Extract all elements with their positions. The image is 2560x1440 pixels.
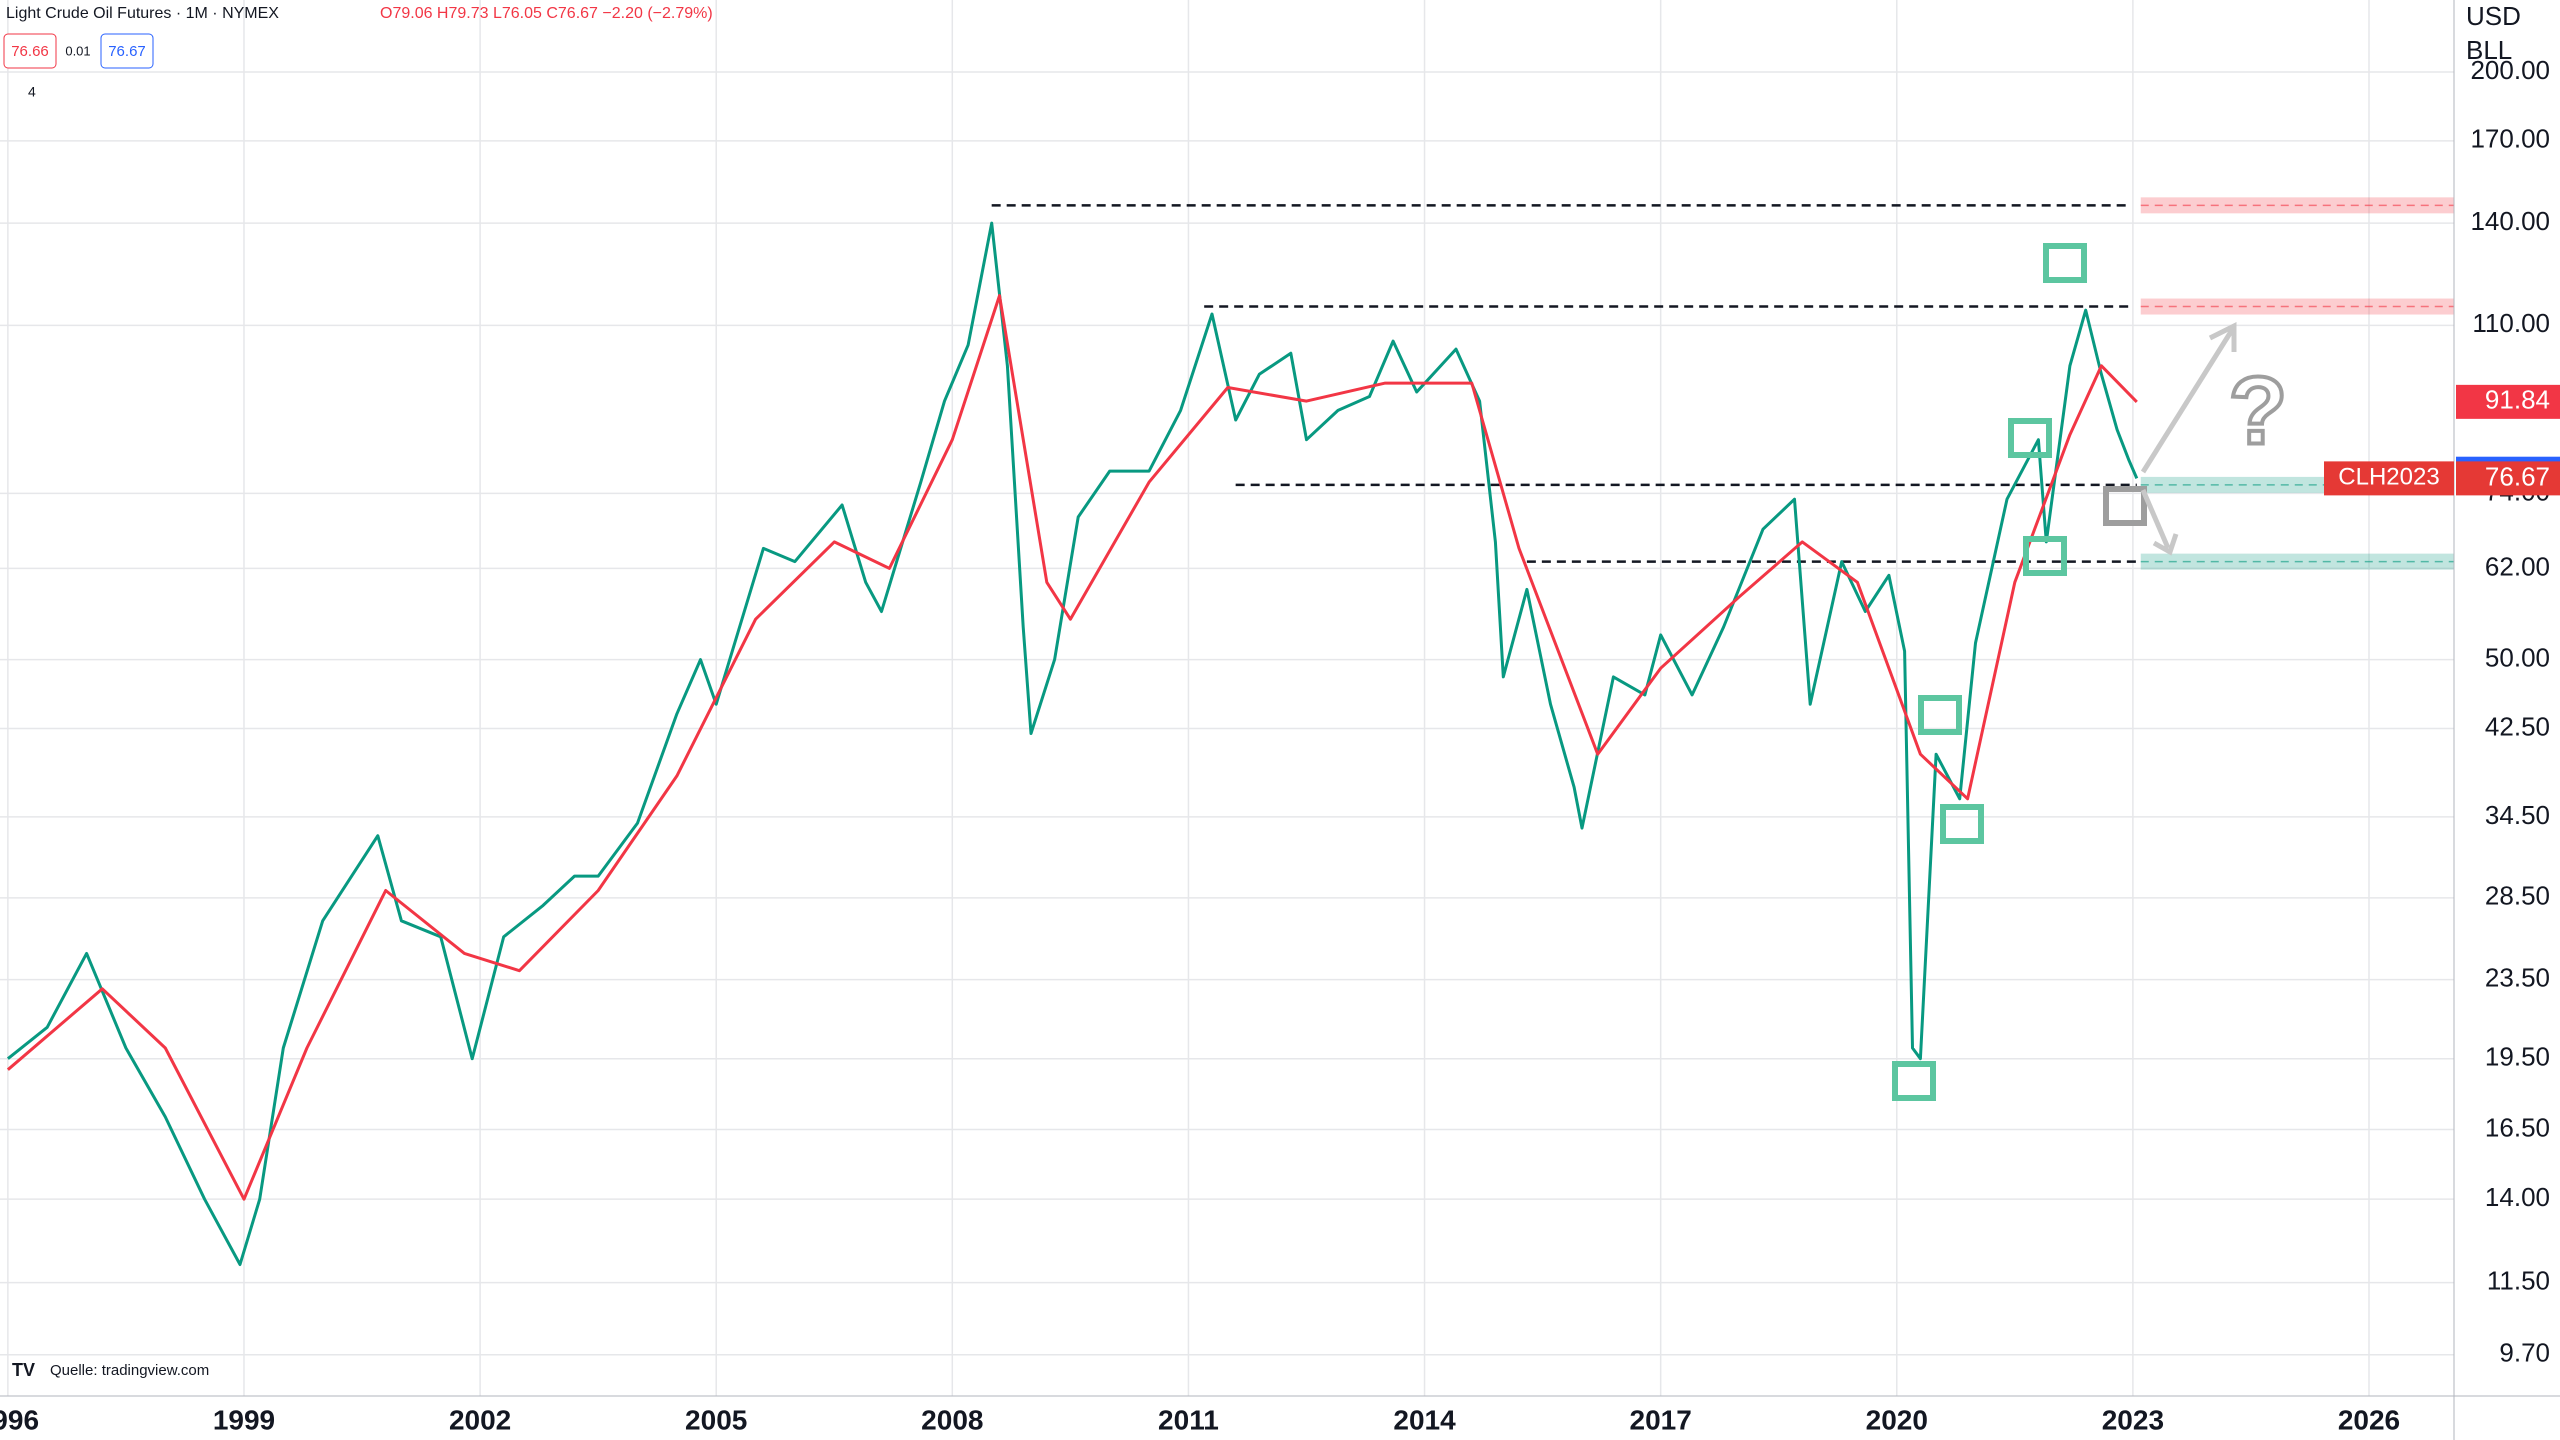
highlights [1892, 243, 2147, 1101]
y-tick-label: 110.00 [2472, 308, 2550, 338]
highlight-box [1892, 1061, 1936, 1101]
arrow [2140, 489, 2171, 549]
price-line [6, 294, 2138, 1201]
bid-box[interactable] [3, 33, 57, 69]
plot [6, 197, 2454, 1266]
price-line [6, 221, 2139, 1266]
y-tick-label: 28.50 [2485, 881, 2550, 911]
price-axis [2454, 0, 2560, 1440]
x-tick-label: 2017 [1630, 1404, 1692, 1435]
y-tick-label: 140.00 [2470, 206, 2550, 236]
annotation: ? [2229, 357, 2288, 464]
x-tick-label: 1999 [213, 1404, 275, 1435]
y-tick-label: 62.00 [2485, 551, 2550, 581]
y-tick-label: 16.50 [2485, 1112, 2550, 1142]
y-tick-label: 42.50 [2485, 711, 2550, 741]
y-tick-label: 19.50 [2485, 1042, 2550, 1072]
ohlc-values: O79.06 H79.73 L76.05 C76.67 −2.20 (−2.79… [380, 5, 713, 22]
y-tick-label: 200.00 [2470, 55, 2550, 85]
y-tick-label: 50.00 [2485, 642, 2550, 672]
price-tag-label: 91.84 [2485, 385, 2550, 415]
logo: TV [12, 1360, 35, 1380]
symbol-tag-label: CLH2023 [2338, 464, 2439, 491]
arrows [2140, 321, 2237, 556]
x-tick-label: 2005 [685, 1404, 747, 1435]
ask: 76.67 [108, 43, 146, 60]
ask-box[interactable] [100, 33, 154, 69]
source: Quelle: tradingview.com [50, 1362, 209, 1379]
spread: 0.01 [65, 43, 90, 58]
currency[interactable]: USD [2466, 1, 2521, 31]
y-tick-label: 23.50 [2485, 963, 2550, 993]
x-tick-label: 2026 [2338, 1404, 2400, 1435]
symbol-tag [2324, 461, 2454, 496]
arrow-head [2152, 533, 2179, 556]
arrow [2140, 328, 2235, 474]
y-tick-label: 170.00 [2470, 124, 2550, 154]
price-tag [2456, 384, 2560, 419]
y-tick-label: 14.00 [2485, 1182, 2550, 1212]
highlight-box [2043, 243, 2087, 283]
price-tag-label: 76.67 [2485, 461, 2550, 491]
highlight-box [2023, 536, 2067, 576]
highlight-box [1918, 695, 1962, 735]
time-axis [0, 1396, 2560, 1440]
x-tick-label: 1996 [0, 1404, 39, 1435]
indicator-count[interactable]: 4 [28, 84, 36, 100]
price-tag [2456, 461, 2560, 496]
x-tick-label: 2023 [2102, 1404, 2164, 1435]
x-tick-label: 2014 [1393, 1404, 1456, 1435]
grid [0, 0, 2454, 1396]
y-tick-label: 11.50 [2487, 1265, 2550, 1295]
y-tick-label: 34.50 [2485, 800, 2550, 830]
x-tick-label: 2008 [921, 1404, 983, 1435]
unit[interactable]: BLL [2466, 35, 2512, 65]
highlight-box [2008, 418, 2052, 458]
x-tick-label: 2002 [449, 1404, 511, 1435]
y-tick-label: 9.70 [2499, 1338, 2550, 1368]
bid: 76.66 [11, 43, 49, 60]
symbol-title: Light Crude Oil Futures · 1M · NYMEX [6, 5, 279, 22]
highlight-box [1940, 804, 1984, 844]
arrow-head [2208, 321, 2237, 352]
highlight-box [2103, 486, 2147, 526]
x-tick-label: 2020 [1866, 1404, 1928, 1435]
x-tick-label: 2011 [1158, 1404, 1219, 1435]
